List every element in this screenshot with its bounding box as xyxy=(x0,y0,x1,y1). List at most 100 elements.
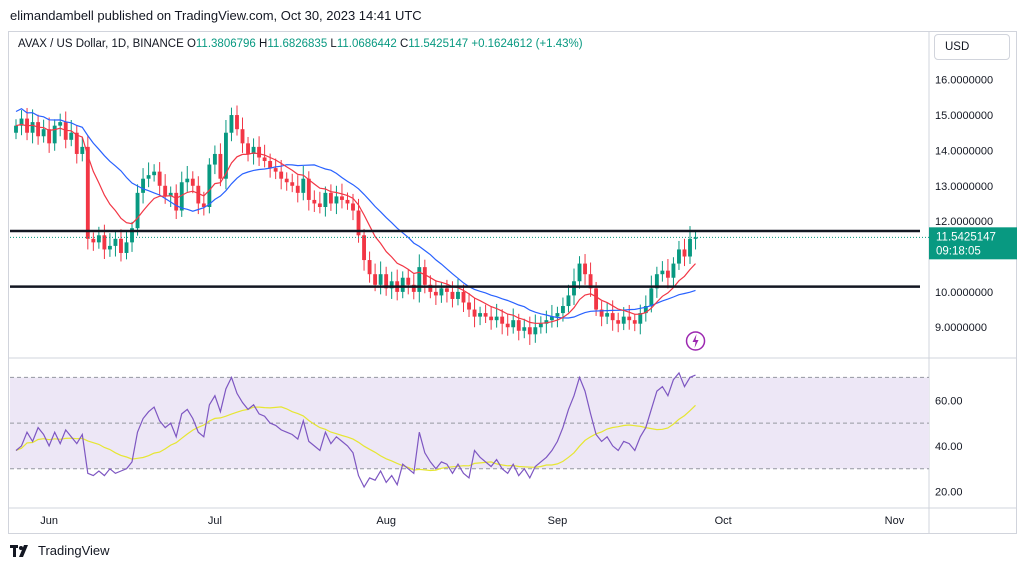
footer-brand: TradingView xyxy=(38,543,110,558)
candle-body xyxy=(605,313,610,317)
current-price-label: 11.5425147 xyxy=(936,231,996,243)
price-tick-label: 9.0000000 xyxy=(935,322,987,334)
candle-body xyxy=(85,146,90,239)
candle-body xyxy=(74,132,79,154)
countdown-label: 09:18:05 xyxy=(936,245,981,257)
candle-body xyxy=(36,122,41,137)
time-tick-label: Oct xyxy=(715,515,732,527)
candle-body xyxy=(505,323,510,328)
price-tick-label: 10.0000000 xyxy=(935,287,993,299)
candle-body xyxy=(30,122,35,133)
price-tick-label: 16.0000000 xyxy=(935,75,993,87)
candle-body xyxy=(240,129,245,144)
candle-body xyxy=(588,274,593,289)
candle-body xyxy=(549,316,554,321)
price-tick-label: 12.0000000 xyxy=(935,216,993,228)
candle-body xyxy=(356,210,361,236)
candle-body xyxy=(555,313,560,317)
candle-body xyxy=(135,192,140,229)
candle-body xyxy=(665,270,670,278)
publisher-line: elimandambell published on TradingView.c… xyxy=(10,8,422,23)
candle-body xyxy=(290,182,295,186)
candle-body xyxy=(295,185,300,193)
candle-body xyxy=(69,132,74,140)
candle-body xyxy=(340,196,344,200)
candle-body xyxy=(235,115,239,130)
candle-body xyxy=(229,115,234,133)
rsi-line xyxy=(15,371,696,489)
lightning-icon xyxy=(685,331,706,351)
candle-body xyxy=(130,228,134,243)
candle-body xyxy=(467,302,471,310)
candle-body xyxy=(422,267,427,285)
candle-body xyxy=(472,309,477,317)
candle-body xyxy=(677,249,681,264)
candle-body xyxy=(146,175,151,179)
candle-body xyxy=(649,288,654,307)
rsi-tick-label: 40.00 xyxy=(935,441,963,453)
candle-body xyxy=(80,146,85,154)
candle-body xyxy=(301,178,306,193)
fast-ma-line xyxy=(15,123,696,324)
candle-body xyxy=(461,291,466,303)
close-label: C xyxy=(399,38,409,50)
candle-body xyxy=(152,171,157,176)
candle-body xyxy=(616,320,621,324)
candle-body xyxy=(566,295,571,307)
candle-body xyxy=(185,178,190,183)
slow-ma-line xyxy=(15,107,696,319)
candle-body xyxy=(682,249,687,257)
candle-body xyxy=(284,178,289,183)
candle-body xyxy=(251,146,256,154)
rsi-tick-label: 60.00 xyxy=(935,395,963,407)
candle-body xyxy=(163,185,168,197)
candle-body xyxy=(411,284,416,292)
candle-body xyxy=(516,320,521,331)
candle-body xyxy=(599,309,604,317)
low-label: L xyxy=(330,38,337,50)
candle-body xyxy=(107,245,112,250)
candle-body xyxy=(456,291,460,299)
candle-body xyxy=(544,320,549,324)
currency-button[interactable]: USD xyxy=(934,34,1010,60)
tradingview-logo[interactable]: TradingView xyxy=(10,543,110,558)
candle-body xyxy=(96,235,101,243)
rsi-band xyxy=(10,377,929,469)
candle-body xyxy=(306,178,311,200)
candle-body xyxy=(312,199,317,204)
candle-body xyxy=(450,291,455,299)
candle-body xyxy=(207,164,212,207)
symbol-label[interactable]: AVAX / US Dollar, 1D, BINANCE xyxy=(18,38,184,50)
candle-body xyxy=(179,182,184,211)
candle-body xyxy=(124,242,129,253)
candle-body xyxy=(511,320,516,328)
candle-body xyxy=(527,327,532,335)
candle-body xyxy=(334,196,339,204)
candle-body xyxy=(262,157,267,162)
low-value: 11.0686442 xyxy=(336,38,397,50)
candle-body xyxy=(688,238,692,257)
tradingview-logo-icon xyxy=(10,544,28,557)
candle-body xyxy=(63,122,68,140)
candle-body xyxy=(478,313,483,317)
candle-body xyxy=(433,291,438,296)
current-price-badge xyxy=(929,227,1017,260)
candle-body xyxy=(439,288,444,296)
candle-body xyxy=(190,178,195,186)
candle-body xyxy=(52,125,57,144)
candle-body xyxy=(246,143,250,154)
candle-body xyxy=(351,203,355,211)
candle-body xyxy=(384,274,389,289)
candle-body xyxy=(168,192,173,197)
candle-body xyxy=(483,313,488,317)
candle-body xyxy=(273,168,278,172)
time-tick-label: Aug xyxy=(376,515,396,527)
candle-body xyxy=(14,125,18,133)
chart-frame xyxy=(8,31,1017,534)
candle-body xyxy=(196,185,201,204)
candle-body xyxy=(660,270,665,275)
candle-body xyxy=(561,306,565,314)
price-tick-label: 14.0000000 xyxy=(935,145,993,157)
candle-body xyxy=(577,263,582,282)
